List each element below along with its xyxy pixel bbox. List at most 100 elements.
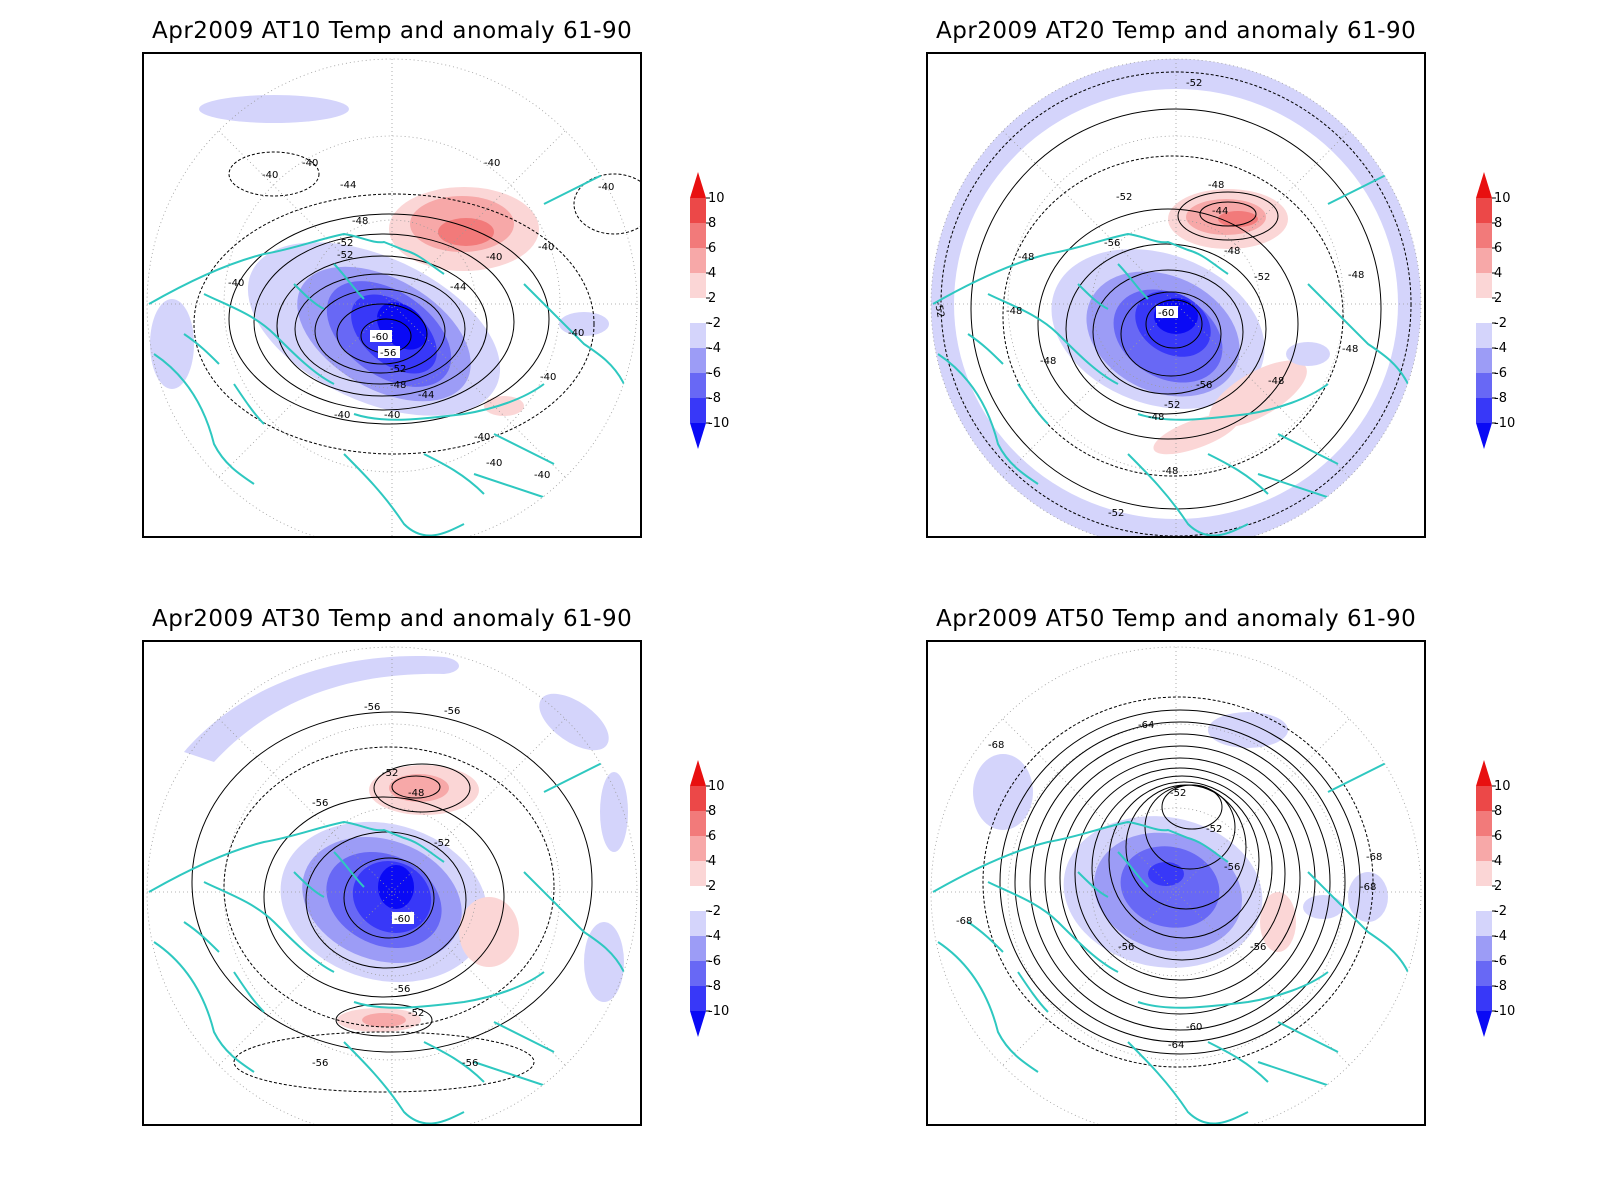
colorbar-arrow-max <box>690 760 706 786</box>
contour-label: -64 <box>1138 720 1154 731</box>
colorbar-tick-label: 8 <box>708 804 716 819</box>
map-panel-at50: -64 -68 -52 -52 -56 -56 -56 -68 -68 -68 … <box>926 640 1426 1126</box>
colorbar-segment <box>1476 348 1492 373</box>
colorbar-tick-label: -2 <box>1494 316 1507 331</box>
contour-label: -40 <box>384 410 400 421</box>
lat-lon-grid <box>146 646 638 1124</box>
colorbar-segment <box>1476 273 1492 298</box>
contour-label: -68 <box>1366 852 1382 863</box>
colorbar-segment <box>690 786 706 811</box>
colorbar-tick-label: 8 <box>708 216 716 231</box>
colorbar-tick-label: 8 <box>1494 216 1502 231</box>
colorbar-segment <box>1476 911 1492 936</box>
colorbar-segment <box>1476 248 1492 273</box>
contour-labels: -52 -52 -48 -44 -48 -56 -48 -48 -60 -52 … <box>932 78 1364 519</box>
colorbar-tick-label: -8 <box>1494 979 1507 994</box>
colorbar-at10: 10 8 6 4 2 -2 -4 -6 -8 -10 <box>690 172 729 449</box>
contour-label: -44 <box>340 180 356 191</box>
colorbar-tick-label: 6 <box>1494 829 1502 844</box>
panel-title-at10: Apr2009 AT10 Temp and anomaly 61-90 <box>152 18 633 44</box>
contour-label: -64 <box>1168 1040 1184 1051</box>
contour-label: -48 <box>1018 252 1034 263</box>
colorbar-tick-label: 6 <box>708 241 716 256</box>
contour-label: -68 <box>1360 882 1376 893</box>
colorbar-tick-label: -4 <box>1494 341 1507 356</box>
contour-label: -52 <box>932 301 946 319</box>
map-panel-at20: -52 -52 -48 -44 -48 -56 -48 -48 -60 -52 … <box>926 52 1426 538</box>
colorbar-segment <box>690 248 706 273</box>
contour-label: -56 <box>312 1058 328 1069</box>
contour-label: -48 <box>408 788 424 799</box>
colorbar-segment <box>1476 373 1492 398</box>
polar-map-at50: -64 -68 -52 -52 -56 -56 -56 -68 -68 -68 … <box>930 646 1422 1124</box>
contour-label: -56 <box>1224 862 1240 873</box>
colorbar-arrow-min <box>1476 1011 1492 1037</box>
colorbar-tick-label: 4 <box>708 854 716 869</box>
colorbar-tick-label: 2 <box>708 291 716 306</box>
colorbar-segment <box>1476 398 1492 423</box>
lat-lon-grid <box>930 646 1422 1124</box>
contour-label: -52 <box>434 838 450 849</box>
contour-label: -52 <box>1116 192 1132 203</box>
contour-label: -40 <box>568 328 584 339</box>
temperature-contours <box>193 151 640 455</box>
colorbar-segment <box>1476 298 1492 323</box>
colorbar-tick-label: 6 <box>1494 241 1502 256</box>
coastlines <box>148 736 637 1124</box>
contour-label: -52 <box>382 768 398 779</box>
contour-label: -48 <box>1162 466 1178 477</box>
colorbar-segment <box>690 836 706 861</box>
colorbar-tick-label: 10 <box>1494 779 1511 794</box>
colorbar-segment <box>690 348 706 373</box>
colorbar-tick-label: 4 <box>1494 266 1502 281</box>
colorbar-segment <box>690 223 706 248</box>
polar-map-at30: -56 -56 -52 -48 -56 -52 -60 -56 -52 -56 … <box>146 646 638 1124</box>
contour-label: -44 <box>1212 206 1228 217</box>
contour-label: -56 <box>394 984 410 995</box>
colorbar-tick-label: -8 <box>708 979 721 994</box>
contour-label: -48 <box>1224 246 1240 257</box>
colorbar-segment <box>1476 861 1492 886</box>
colorbar-tick-label: -10 <box>1494 416 1515 431</box>
temperature-contours <box>940 71 1412 536</box>
colorbar-segment <box>1476 836 1492 861</box>
contour-label: -56 <box>364 702 380 713</box>
contour-label: -60 <box>394 914 410 925</box>
panel-title-at20: Apr2009 AT20 Temp and anomaly 61-90 <box>936 18 1417 44</box>
contour-label: -48 <box>1006 306 1022 317</box>
colorbar-tick-label: 4 <box>708 266 716 281</box>
polar-map-at20: -52 -52 -48 -44 -48 -56 -48 -48 -60 -52 … <box>930 58 1422 536</box>
colorbar-arrow-min <box>690 423 706 449</box>
colorbar-segment <box>1476 961 1492 986</box>
colorbar-tick-label: -6 <box>1494 366 1507 381</box>
contour-label: -44 <box>450 282 466 293</box>
contour-label: -40 <box>486 458 502 469</box>
colorbar-tick-label: -4 <box>708 341 721 356</box>
colorbar-tick-label: 2 <box>1494 291 1502 306</box>
colorbar-segment <box>690 323 706 348</box>
contour-label: -52 <box>337 250 353 261</box>
colorbar-segment <box>690 886 706 911</box>
contour-labels: -64 -68 -52 -52 -56 -56 -56 -68 -68 -68 … <box>956 720 1382 1051</box>
colorbar-segment <box>1476 986 1492 1011</box>
panel-title-at30: Apr2009 AT30 Temp and anomaly 61-90 <box>152 606 633 632</box>
panel-title-at50: Apr2009 AT50 Temp and anomaly 61-90 <box>936 606 1417 632</box>
contour-label: -44 <box>418 390 434 401</box>
colorbar-segment <box>1476 223 1492 248</box>
contour-label: -68 <box>988 740 1004 751</box>
contour-label: -52 <box>1254 272 1270 283</box>
contour-label: -40 <box>474 432 490 443</box>
colorbar-segment <box>690 911 706 936</box>
colorbar-arrow-max <box>690 172 706 198</box>
contour-label: -68 <box>956 916 972 927</box>
contour-label: -52 <box>1108 508 1124 519</box>
map-panel-at30: -56 -56 -52 -48 -56 -52 -60 -56 -52 -56 … <box>142 640 642 1126</box>
contour-label: -56 <box>1196 380 1212 391</box>
colorbar-tick-label: -2 <box>708 904 721 919</box>
colorbar-tick-label: 4 <box>1494 854 1502 869</box>
colorbar-tick-label: -4 <box>708 929 721 944</box>
contour-label: -56 <box>380 348 396 359</box>
colorbar-tick-label: 6 <box>708 829 716 844</box>
contour-label: -48 <box>1342 344 1358 355</box>
contour-label: -48 <box>1268 376 1284 387</box>
